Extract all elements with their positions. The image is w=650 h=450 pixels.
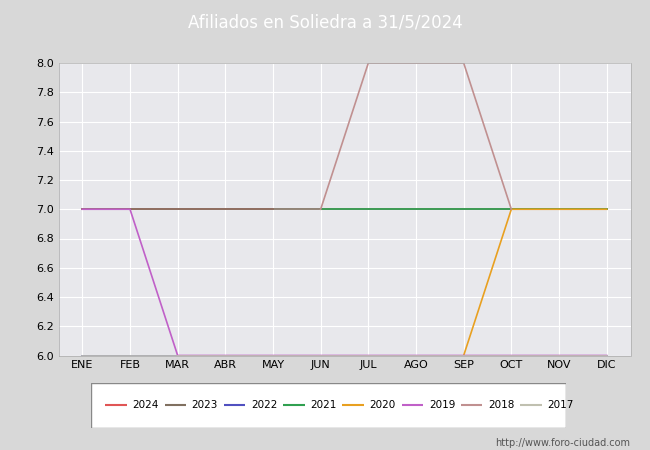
Text: 2024: 2024: [133, 400, 159, 410]
Text: http://www.foro-ciudad.com: http://www.foro-ciudad.com: [495, 438, 630, 448]
Text: 2017: 2017: [547, 400, 574, 410]
Text: Afiliados en Soliedra a 31/5/2024: Afiliados en Soliedra a 31/5/2024: [188, 14, 462, 32]
Text: 2020: 2020: [370, 400, 396, 410]
Text: 2023: 2023: [192, 400, 218, 410]
Text: 2019: 2019: [429, 400, 455, 410]
Text: 2022: 2022: [251, 400, 278, 410]
FancyBboxPatch shape: [91, 382, 566, 428]
Text: 2018: 2018: [488, 400, 515, 410]
Text: 2021: 2021: [310, 400, 337, 410]
